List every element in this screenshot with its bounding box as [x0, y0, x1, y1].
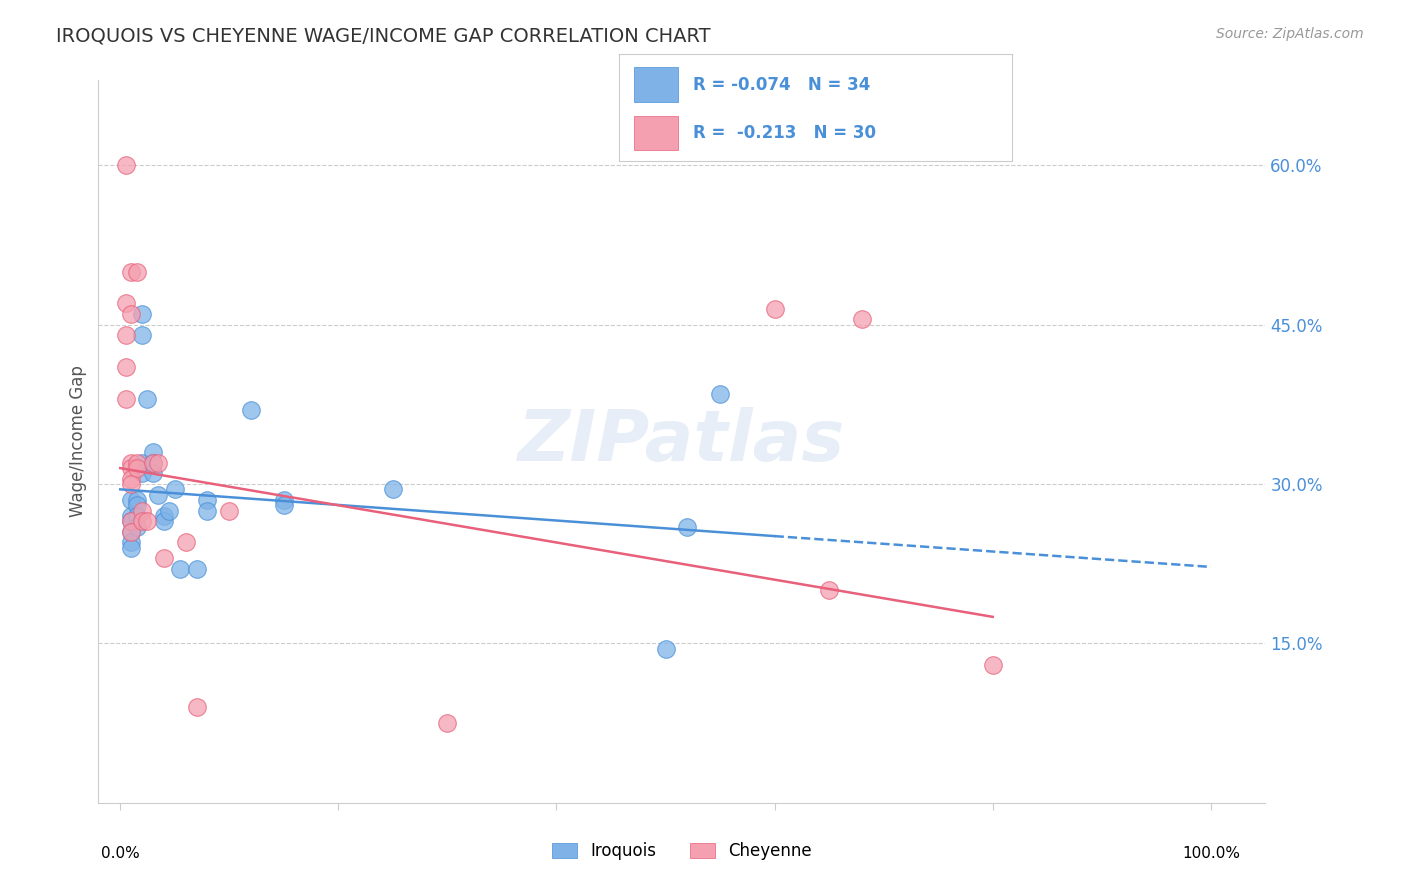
Text: R =  -0.213   N = 30: R = -0.213 N = 30 — [693, 124, 876, 142]
Point — [273, 493, 295, 508]
Point — [273, 498, 295, 512]
Point — [174, 535, 197, 549]
Point — [125, 519, 148, 533]
Point — [153, 551, 176, 566]
Point — [148, 488, 170, 502]
Legend: Iroquois, Cheyenne: Iroquois, Cheyenne — [546, 836, 818, 867]
Point — [120, 461, 142, 475]
Point — [114, 392, 136, 406]
Point — [120, 264, 142, 278]
Point — [153, 514, 176, 528]
Point — [120, 493, 142, 508]
Point — [763, 301, 786, 316]
Point — [120, 541, 142, 555]
Point — [114, 158, 136, 172]
Point — [114, 296, 136, 310]
Point — [709, 386, 731, 401]
Point — [197, 493, 219, 508]
Point — [186, 700, 208, 714]
Point — [120, 524, 142, 539]
Point — [120, 307, 142, 321]
Point — [125, 264, 148, 278]
Point — [851, 312, 873, 326]
Point — [153, 508, 176, 523]
Point — [120, 472, 142, 486]
Point — [131, 503, 153, 517]
Point — [142, 456, 165, 470]
Point — [142, 445, 165, 459]
Point — [981, 657, 1004, 672]
Point — [120, 456, 142, 470]
Point — [136, 514, 159, 528]
Point — [131, 307, 153, 321]
Point — [186, 562, 208, 576]
Point — [125, 498, 148, 512]
Point — [120, 508, 142, 523]
Text: IROQUOIS VS CHEYENNE WAGE/INCOME GAP CORRELATION CHART: IROQUOIS VS CHEYENNE WAGE/INCOME GAP COR… — [56, 27, 711, 45]
Point — [114, 328, 136, 343]
Point — [676, 519, 699, 533]
Point — [120, 514, 142, 528]
Point — [120, 477, 142, 491]
Point — [131, 328, 153, 343]
Point — [163, 483, 186, 497]
Point — [125, 493, 148, 508]
Text: 100.0%: 100.0% — [1182, 847, 1240, 861]
Point — [818, 583, 841, 598]
Point — [120, 524, 142, 539]
Point — [120, 535, 142, 549]
Point — [131, 514, 153, 528]
Point — [218, 503, 240, 517]
Point — [381, 483, 404, 497]
Point — [169, 562, 191, 576]
Point — [436, 716, 458, 731]
Point — [240, 402, 263, 417]
Point — [131, 467, 153, 481]
Point — [120, 514, 142, 528]
Y-axis label: Wage/Income Gap: Wage/Income Gap — [69, 366, 87, 517]
Point — [136, 392, 159, 406]
Point — [142, 456, 165, 470]
FancyBboxPatch shape — [634, 116, 678, 150]
Point — [157, 503, 180, 517]
Text: ZIPatlas: ZIPatlas — [519, 407, 845, 476]
Point — [131, 456, 153, 470]
Point — [148, 456, 170, 470]
Point — [125, 508, 148, 523]
Text: R = -0.074   N = 34: R = -0.074 N = 34 — [693, 76, 870, 94]
Point — [114, 360, 136, 375]
Point — [654, 641, 676, 656]
Text: Source: ZipAtlas.com: Source: ZipAtlas.com — [1216, 27, 1364, 41]
FancyBboxPatch shape — [634, 68, 678, 102]
Point — [142, 467, 165, 481]
Point — [197, 503, 219, 517]
Point — [125, 461, 148, 475]
Point — [125, 456, 148, 470]
Text: 0.0%: 0.0% — [101, 847, 139, 861]
